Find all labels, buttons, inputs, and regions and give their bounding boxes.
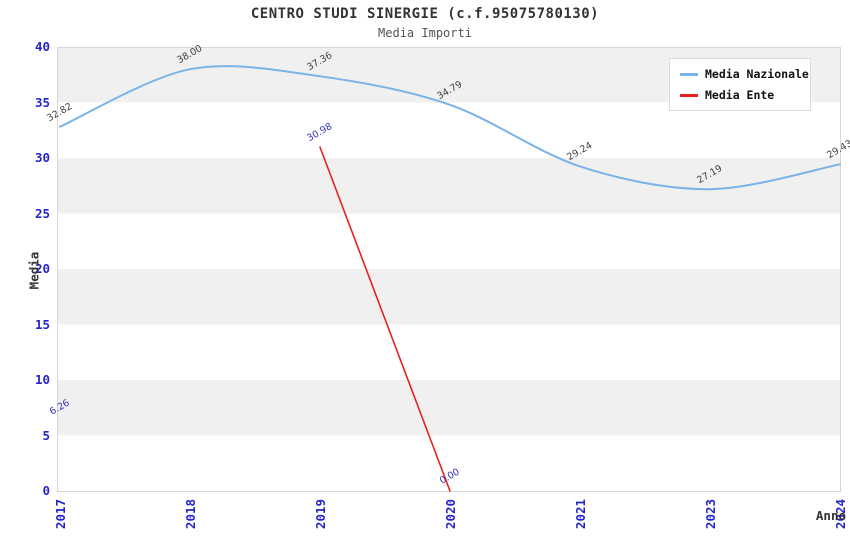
x-tick-label: 2017 xyxy=(53,498,68,530)
series-line-media-ente xyxy=(319,146,451,492)
legend: Media Nazionale Media Ente xyxy=(669,58,811,111)
chart-title: CENTRO STUDI SINERGIE (c.f.95075780130) xyxy=(250,6,600,22)
legend-label-media-ente: Media Ente xyxy=(705,88,775,102)
x-tick-label: 2019 xyxy=(313,498,328,530)
y-tick-label: 5 xyxy=(42,427,50,443)
x-tick-label: 2021 xyxy=(573,498,588,530)
line-swatch-media-nazionale xyxy=(680,72,698,76)
y-tick-label: 30 xyxy=(34,150,50,165)
chart-subtitle: Media Importi xyxy=(378,26,472,40)
y-tick-label: 40 xyxy=(34,39,50,54)
y-tick-label: 15 xyxy=(34,316,50,332)
y-tick-label: 0 xyxy=(42,483,50,498)
x-axis-title: Anno xyxy=(815,508,846,523)
x-tick-label: 2018 xyxy=(183,498,198,530)
y-tick-label: 25 xyxy=(34,205,50,221)
plot-band xyxy=(57,380,840,436)
y-tick-label: 35 xyxy=(34,94,50,110)
x-tick-label: 2023 xyxy=(703,498,718,530)
plot-band xyxy=(57,158,840,214)
legend-item-media-nazionale: Media Nazionale xyxy=(680,67,809,81)
x-tick-label: 2020 xyxy=(443,498,458,530)
y-tick-label: 10 xyxy=(34,372,50,387)
line-swatch-media-ente xyxy=(680,93,698,97)
plot-band xyxy=(57,269,840,325)
plot-border xyxy=(57,47,841,492)
series-line-media-nazionale xyxy=(59,65,841,191)
y-tick-label: 20 xyxy=(34,261,50,276)
legend-item-media-ente: Media Ente xyxy=(680,88,800,102)
y-axis-title: Media xyxy=(26,251,42,290)
legend-label-media-nazionale: Media Nazionale xyxy=(705,67,809,81)
